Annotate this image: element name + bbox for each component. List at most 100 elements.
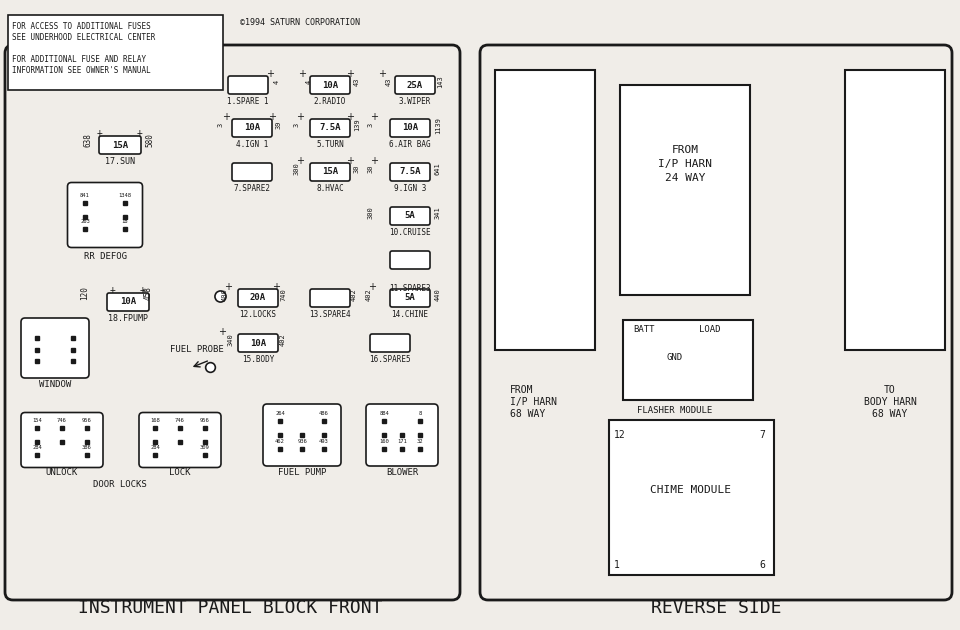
Text: 7.SPARE2: 7.SPARE2 — [233, 184, 271, 193]
Text: 10.CRUISE: 10.CRUISE — [389, 228, 431, 237]
Text: BODY HARN: BODY HARN — [864, 397, 917, 407]
Text: 956: 956 — [83, 418, 92, 423]
FancyBboxPatch shape — [390, 251, 430, 269]
Text: 24 WAY: 24 WAY — [664, 173, 706, 183]
Text: TO: TO — [884, 385, 896, 395]
Text: 3: 3 — [218, 123, 224, 127]
Text: 68 WAY: 68 WAY — [510, 409, 545, 419]
FancyBboxPatch shape — [232, 119, 272, 137]
FancyBboxPatch shape — [395, 76, 435, 94]
Text: INSTRUMENT PANEL BLOCK FRONT: INSTRUMENT PANEL BLOCK FRONT — [78, 599, 382, 617]
Text: 15A: 15A — [112, 140, 128, 149]
Text: 402: 402 — [280, 334, 286, 347]
Text: +: + — [272, 282, 280, 292]
Text: 15.BODY: 15.BODY — [242, 355, 275, 364]
FancyBboxPatch shape — [390, 289, 430, 307]
FancyBboxPatch shape — [232, 163, 272, 181]
Text: +: + — [97, 128, 103, 138]
Text: UNLOCK: UNLOCK — [46, 468, 78, 477]
Text: 39: 39 — [276, 121, 282, 129]
FancyBboxPatch shape — [390, 119, 430, 137]
Text: 1139: 1139 — [435, 117, 441, 134]
Text: 30: 30 — [368, 165, 374, 173]
Text: 18: 18 — [122, 219, 129, 224]
Text: 956: 956 — [200, 418, 210, 423]
Bar — [845, 70, 945, 350]
FancyBboxPatch shape — [67, 183, 142, 248]
Text: +: + — [346, 69, 354, 79]
Text: 641: 641 — [435, 163, 441, 175]
Text: +: + — [368, 282, 376, 292]
Text: +: + — [268, 112, 276, 122]
FancyBboxPatch shape — [21, 318, 89, 378]
Text: BATT: BATT — [633, 326, 655, 335]
Text: 30: 30 — [354, 165, 360, 173]
Text: 168: 168 — [150, 418, 160, 423]
FancyBboxPatch shape — [99, 136, 141, 154]
Text: 12: 12 — [614, 430, 626, 440]
Text: LOAD: LOAD — [699, 326, 720, 335]
Text: 143: 143 — [437, 76, 443, 88]
Text: CHIME MODULE: CHIME MODULE — [651, 485, 732, 495]
Text: 3: 3 — [294, 123, 300, 127]
FancyBboxPatch shape — [310, 119, 350, 137]
Text: 458: 458 — [143, 286, 153, 300]
Text: +: + — [137, 128, 143, 138]
Text: 6: 6 — [759, 560, 765, 570]
Text: 462: 462 — [276, 439, 285, 444]
Text: 10A: 10A — [322, 81, 338, 89]
Text: WINDOW: WINDOW — [38, 380, 71, 389]
FancyBboxPatch shape — [139, 413, 221, 467]
Text: +: + — [218, 327, 226, 337]
FancyBboxPatch shape — [263, 404, 341, 466]
Text: 32: 32 — [417, 439, 423, 444]
Text: +: + — [346, 112, 354, 122]
Text: 300: 300 — [294, 163, 300, 175]
Text: 3: 3 — [368, 123, 374, 127]
Text: 120: 120 — [81, 286, 89, 300]
Text: 936: 936 — [298, 439, 307, 444]
Text: FOR ACCESS TO ADDITIONAL FUSES: FOR ACCESS TO ADDITIONAL FUSES — [12, 22, 151, 31]
Bar — [8, 15, 223, 90]
Text: 7.5A: 7.5A — [399, 168, 420, 176]
FancyBboxPatch shape — [366, 404, 438, 466]
FancyBboxPatch shape — [228, 76, 268, 94]
Text: +: + — [296, 156, 304, 166]
Text: 486: 486 — [319, 411, 329, 416]
Text: 14.CHINE: 14.CHINE — [392, 310, 428, 319]
Text: 284: 284 — [150, 445, 160, 450]
Text: FUEL PROBE: FUEL PROBE — [170, 345, 224, 355]
Text: +: + — [140, 285, 146, 295]
Text: 20A: 20A — [250, 294, 266, 302]
Text: 43: 43 — [386, 77, 392, 86]
Text: 13.SPARE4: 13.SPARE4 — [309, 310, 350, 319]
FancyBboxPatch shape — [5, 45, 460, 600]
Text: 18.FPUMP: 18.FPUMP — [108, 314, 148, 323]
Text: 300: 300 — [368, 207, 374, 219]
FancyBboxPatch shape — [370, 334, 410, 352]
Text: 1348: 1348 — [118, 193, 132, 198]
Text: 16.SPARE5: 16.SPARE5 — [370, 355, 411, 364]
Text: 841: 841 — [80, 193, 90, 198]
Text: 341: 341 — [435, 207, 441, 219]
Text: 9.IGN 3: 9.IGN 3 — [394, 184, 426, 193]
Text: 4: 4 — [274, 80, 280, 84]
Text: REVERSE SIDE: REVERSE SIDE — [651, 599, 781, 617]
Text: 5A: 5A — [404, 212, 416, 220]
Text: 17.SUN: 17.SUN — [105, 157, 135, 166]
Text: 11.SPARE3: 11.SPARE3 — [389, 284, 431, 293]
Text: +: + — [224, 282, 232, 292]
Text: +: + — [346, 156, 354, 166]
Text: BLOWER: BLOWER — [386, 468, 419, 477]
Text: 580: 580 — [146, 133, 155, 147]
FancyBboxPatch shape — [21, 413, 103, 467]
Text: 746: 746 — [58, 418, 67, 423]
Text: 5A: 5A — [404, 294, 416, 302]
Text: LOCK: LOCK — [169, 468, 191, 477]
Text: 43: 43 — [354, 77, 360, 86]
Text: 8.HVAC: 8.HVAC — [316, 184, 344, 193]
Text: 10A: 10A — [250, 338, 266, 348]
Text: 402: 402 — [366, 289, 372, 301]
Text: +: + — [370, 112, 378, 122]
Text: 746: 746 — [175, 418, 185, 423]
